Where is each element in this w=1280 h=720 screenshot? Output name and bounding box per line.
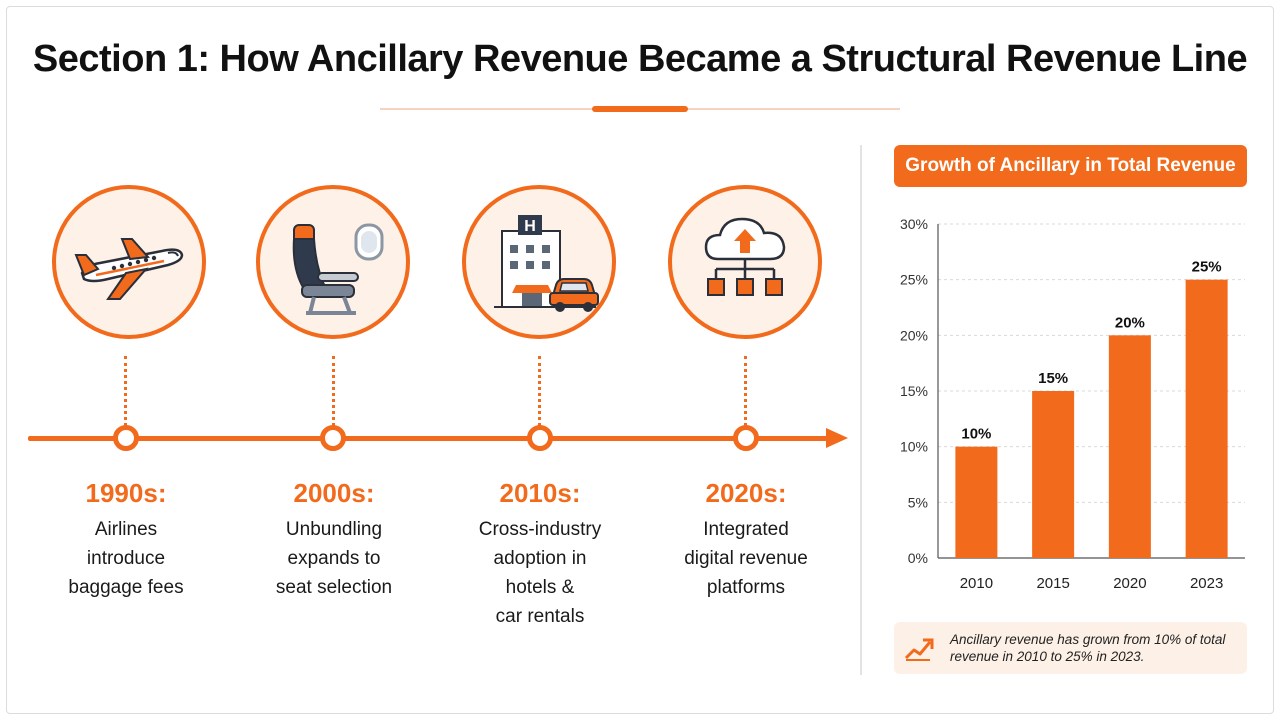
bar-data-label: 15%	[1038, 370, 1068, 387]
era-line: digital revenue	[684, 548, 808, 569]
bar-data-label: 20%	[1115, 314, 1145, 331]
era-1990s: 1990s: Airlines introduce baggage fees	[26, 478, 226, 602]
era-line: Cross-industry	[478, 519, 602, 540]
era-year: 2020s:	[705, 478, 787, 508]
chart-note: Ancillary revenue has grown from 10% of …	[894, 622, 1247, 674]
era-year: 1990s:	[85, 478, 167, 508]
hotel-sign-text: H	[524, 218, 536, 235]
timeline-icon-2000s	[256, 185, 410, 339]
era-line: seat selection	[275, 577, 393, 598]
panel-divider	[860, 145, 862, 675]
bar	[1108, 335, 1151, 558]
slide-frame	[6, 6, 1274, 714]
era-2000s: 2000s: Unbundling expands to seat select…	[234, 478, 434, 602]
x-tick-label: 2015	[1036, 575, 1069, 592]
airplane-seat-icon	[292, 223, 384, 315]
timeline-arrow-icon	[826, 428, 848, 448]
timeline-axis	[28, 436, 830, 441]
y-tick-label: 10%	[900, 439, 928, 455]
chart-title: Growth of Ancillary in Total Revenue	[894, 145, 1247, 187]
connector-1990s	[124, 356, 127, 426]
era-line: expands to	[287, 548, 381, 569]
timeline-icon-2020s	[668, 185, 822, 339]
timeline-node-1990s	[113, 425, 139, 451]
connector-2020s	[744, 356, 747, 426]
bar	[1185, 279, 1228, 558]
bar-data-label: 25%	[1192, 259, 1222, 276]
y-tick-label: 20%	[900, 327, 928, 343]
era-line: hotels &	[505, 577, 575, 598]
timeline-node-2000s	[320, 425, 346, 451]
era-line: Airlines	[94, 519, 158, 540]
era-2020s: 2020s: Integrated digital revenue platfo…	[646, 478, 846, 602]
era-line: car rentals	[495, 606, 585, 627]
y-tick-label: 5%	[908, 494, 928, 510]
hotel-car-icon: H	[494, 215, 599, 312]
era-line: Unbundling	[285, 519, 383, 540]
era-line: platforms	[706, 577, 786, 598]
y-tick-label: 15%	[900, 383, 928, 399]
y-tick-label: 0%	[908, 550, 928, 566]
connector-2010s	[538, 356, 541, 426]
note-text: Ancillary revenue has grown from 10% of …	[950, 632, 1226, 664]
trend-up-icon	[904, 638, 934, 661]
y-tick-label: 30%	[900, 216, 928, 232]
era-description: Integrated digital revenue platforms	[646, 515, 846, 602]
y-tick-label: 25%	[900, 272, 928, 288]
era-description: Unbundling expands to seat selection	[234, 515, 434, 602]
page-title: Section 1: How Ancillary Revenue Became …	[32, 38, 1248, 80]
title-accent-bar	[592, 106, 688, 112]
airplane-icon	[74, 238, 184, 300]
timeline-icon-1990s	[52, 185, 206, 339]
timeline: H	[26, 185, 848, 631]
bar	[955, 446, 998, 558]
cloud-network-icon	[704, 217, 786, 296]
timeline-node-2010s	[527, 425, 553, 451]
era-line: adoption in	[493, 548, 587, 569]
x-tick-label: 2010	[960, 575, 993, 592]
connector-2000s	[332, 356, 335, 426]
era-2010s: 2010s: Cross-industry adoption in hotels…	[440, 478, 640, 631]
era-line: introduce	[86, 548, 166, 569]
x-tick-label: 2023	[1190, 575, 1223, 592]
era-description: Cross-industry adoption in hotels & car …	[440, 515, 640, 631]
timeline-node-2020s	[733, 425, 759, 451]
era-line: Integrated	[703, 519, 789, 540]
bar-data-label: 10%	[961, 426, 991, 443]
x-tick-label: 2020	[1113, 575, 1146, 592]
bar-chart: 0% 5% 10% 15% 20% 25% 30% 10% 2010 15% 2015 20% 2020…	[900, 216, 1245, 592]
bar	[1032, 391, 1075, 558]
era-year: 2000s:	[293, 478, 375, 508]
era-year: 2010s:	[499, 478, 581, 508]
era-description: Airlines introduce baggage fees	[26, 515, 226, 602]
era-line: baggage fees	[68, 577, 184, 598]
timeline-icon-2010s: H	[462, 185, 616, 339]
